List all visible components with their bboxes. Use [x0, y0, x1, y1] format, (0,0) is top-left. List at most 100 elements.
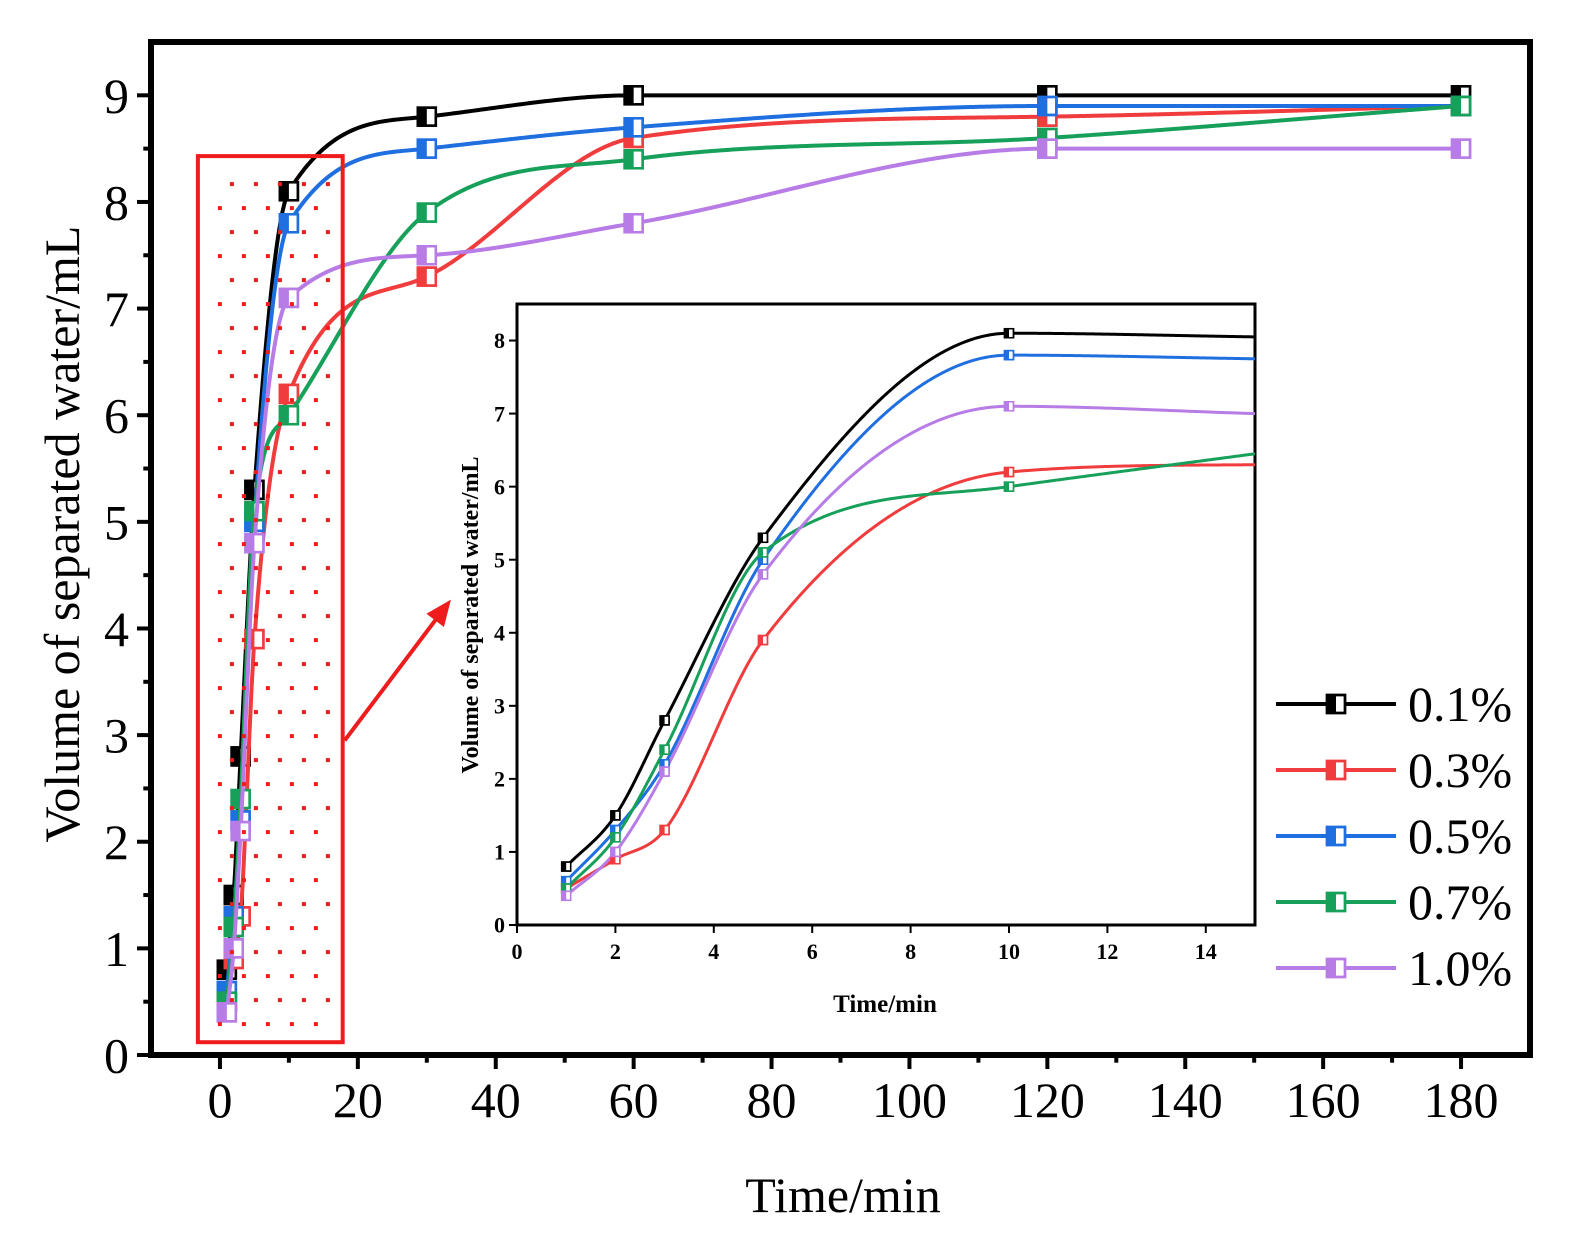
- highlight-dot: [313, 686, 318, 691]
- legend-item: 0.7%: [1276, 874, 1512, 930]
- inset-point-0.3%: [1003, 466, 1015, 478]
- highlight-dot: [325, 950, 330, 955]
- highlight-dot: [325, 806, 330, 811]
- highlight-dot: [301, 806, 306, 811]
- highlight-dot: [325, 902, 330, 907]
- highlight-dot: [253, 662, 258, 667]
- highlight-dot: [229, 662, 234, 667]
- highlight-dot: [289, 830, 294, 835]
- highlight-dot: [289, 254, 294, 259]
- highlight-dot: [241, 350, 246, 355]
- highlight-dot: [265, 974, 270, 979]
- inset-fit-line-0.3%: [565, 463, 1255, 890]
- inset-y-tick-label: 4: [494, 620, 505, 645]
- highlight-dot: [289, 494, 294, 499]
- inset-x-tick-label: 12: [1096, 939, 1118, 964]
- inset-point-1.0%: [659, 766, 670, 777]
- main-point-0.7%: [416, 202, 438, 223]
- highlight-dot: [301, 278, 306, 283]
- inset-x-tick-label: 10: [998, 939, 1020, 964]
- highlight-dot: [289, 206, 294, 211]
- highlight-box: [195, 154, 345, 1045]
- inset-point-0.1%: [757, 532, 769, 544]
- legend-marker: [1325, 957, 1347, 979]
- highlight-dot: [289, 1022, 294, 1027]
- highlight-dot: [217, 254, 222, 259]
- highlight-dot: [253, 902, 258, 907]
- highlight-dot: [229, 854, 234, 859]
- highlight-dot: [241, 782, 246, 787]
- main-point-1.0%: [623, 213, 644, 234]
- inset-fit-line-0.5%: [565, 353, 1255, 883]
- highlight-dot: [253, 566, 258, 571]
- highlight-dot: [265, 302, 270, 307]
- main-point-0.1%: [623, 85, 644, 106]
- highlight-dot: [325, 278, 330, 283]
- main-point-0.7%: [278, 404, 300, 426]
- highlight-dot: [289, 542, 294, 547]
- highlight-dot: [277, 470, 282, 475]
- highlight-dot: [301, 950, 306, 955]
- legend-label: 1.0%: [1408, 940, 1512, 996]
- highlight-dot: [265, 350, 270, 355]
- main-x-tick-label: 140: [1148, 1072, 1223, 1128]
- highlight-dot: [265, 206, 270, 211]
- highlight-dot: [241, 542, 246, 547]
- highlight-dot: [253, 182, 258, 187]
- inset-x-tick-label: 14: [1195, 939, 1217, 964]
- highlight-dot: [253, 470, 258, 475]
- highlight-dot: [313, 494, 318, 499]
- main-point-1.0%: [216, 1002, 238, 1023]
- highlight-dot: [325, 230, 330, 235]
- highlight-dot: [277, 278, 282, 283]
- highlight-dot: [241, 830, 246, 835]
- highlight-dot: [253, 710, 258, 715]
- highlight-dot: [265, 254, 270, 259]
- main-point-0.5%: [416, 138, 438, 159]
- highlight-dot: [265, 830, 270, 835]
- highlight-dot: [253, 806, 258, 811]
- highlight-dot: [229, 902, 234, 907]
- highlight-dot: [289, 398, 294, 403]
- highlight-dot: [277, 566, 282, 571]
- inset-x-tick-label: 2: [610, 939, 621, 964]
- highlight-dot: [241, 494, 246, 499]
- highlight-dot: [301, 374, 306, 379]
- highlight-dot: [301, 230, 306, 235]
- highlight-dot: [301, 902, 306, 907]
- highlight-dot: [265, 398, 270, 403]
- highlight-dot: [313, 926, 318, 931]
- inset-data: [560, 327, 1255, 902]
- main-point-0.1%: [416, 106, 438, 127]
- highlight-dot: [313, 974, 318, 979]
- main-y-tick-label: 9: [104, 68, 129, 124]
- highlight-dot: [217, 782, 222, 787]
- legend-label: 0.5%: [1408, 808, 1512, 864]
- inset-point-0.7%: [659, 744, 670, 755]
- highlight-dot: [301, 182, 306, 187]
- highlight-dot: [217, 206, 222, 211]
- highlight-dot: [289, 686, 294, 691]
- main-y-tick-label: 6: [104, 388, 129, 444]
- highlight-dot: [241, 734, 246, 739]
- highlight-dot: [289, 446, 294, 451]
- main-point-0.1%: [278, 181, 300, 202]
- main-point-0.3%: [416, 266, 438, 287]
- highlight-dot: [241, 398, 246, 403]
- inset-point-0.7%: [1003, 481, 1015, 492]
- main-y-tick-label: 4: [104, 601, 129, 657]
- highlight-dot: [253, 950, 258, 955]
- highlight-dot: [229, 278, 234, 283]
- highlight-dot: [313, 350, 318, 355]
- highlight-dot: [217, 878, 222, 883]
- highlight-arrow-head: [426, 599, 451, 628]
- main-point-0.5%: [278, 213, 300, 234]
- highlight-dot: [217, 302, 222, 307]
- highlight-dot: [301, 422, 306, 427]
- legend-marker: [1325, 759, 1347, 781]
- highlight-dot: [277, 230, 282, 235]
- legend-item: 1.0%: [1276, 940, 1512, 996]
- legend-item: 0.5%: [1276, 808, 1512, 864]
- inset-point-0.1%: [560, 861, 572, 872]
